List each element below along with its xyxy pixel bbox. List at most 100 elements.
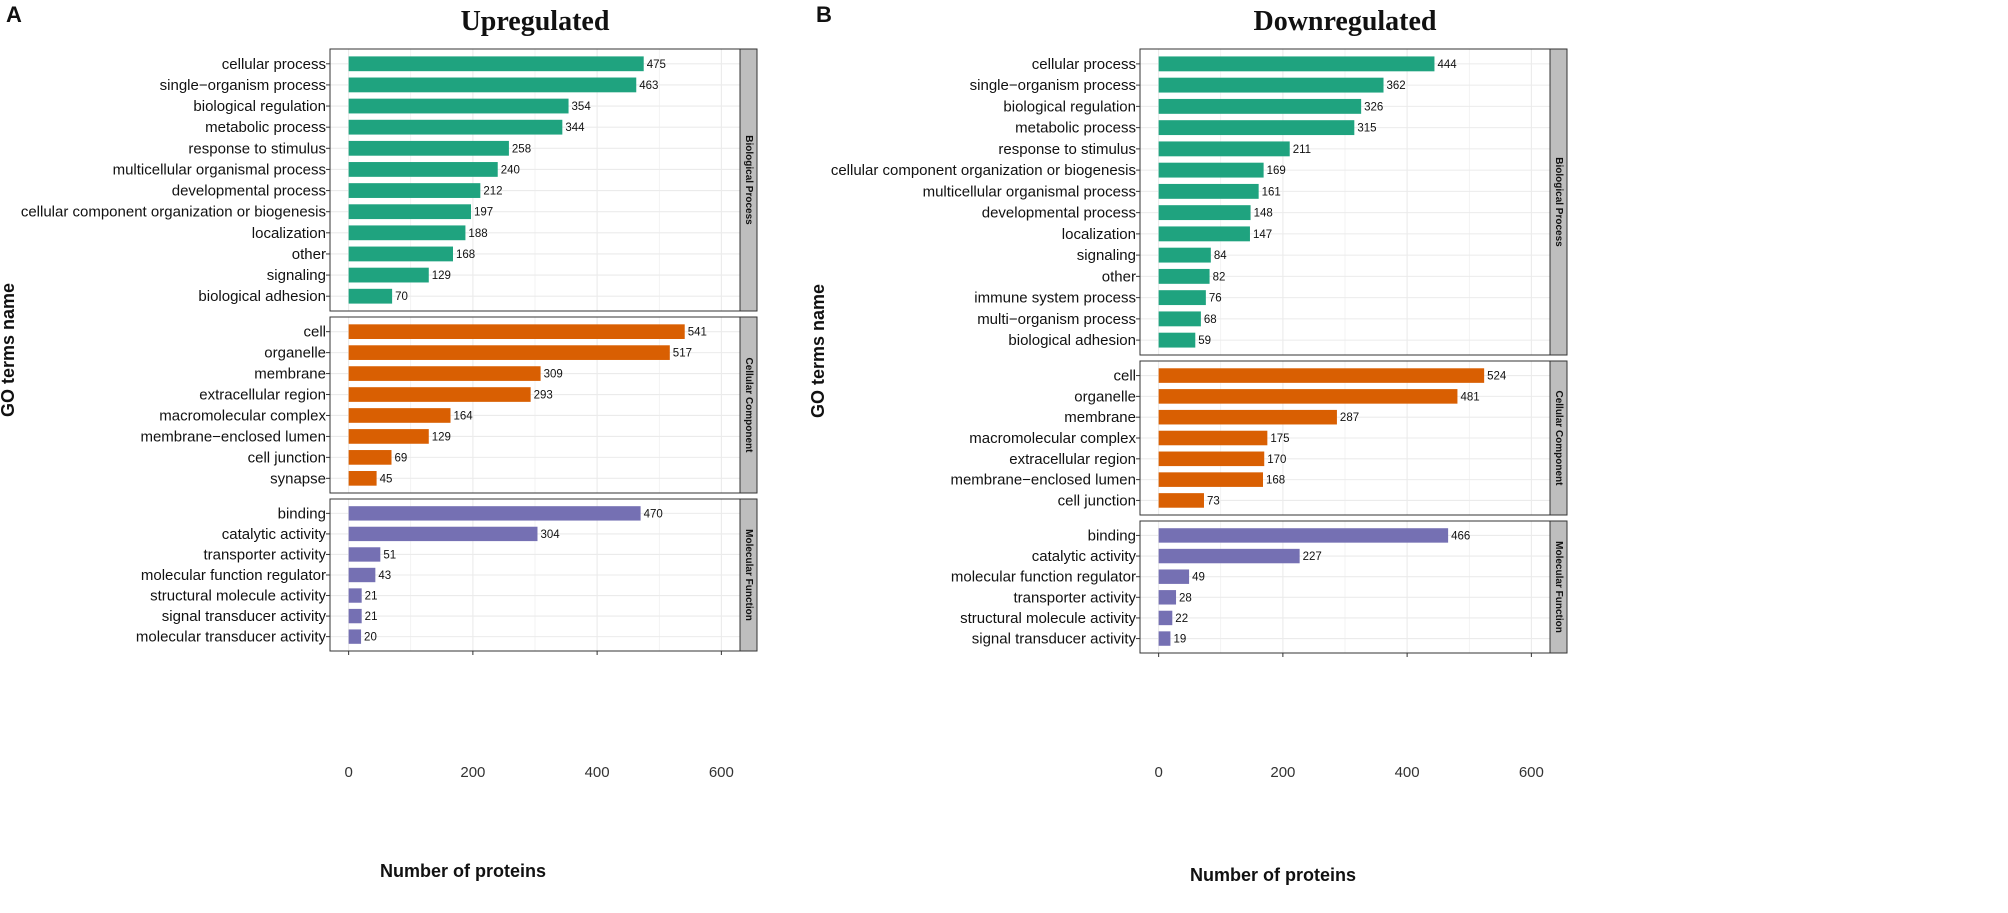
bar-value-label: 164: [454, 410, 474, 422]
category-label: membrane: [254, 366, 326, 383]
category-label: extracellular region: [1009, 451, 1136, 468]
bar-value-label: 168: [1266, 475, 1285, 487]
facet-strip-label: Biological Process: [743, 135, 754, 225]
bar: [348, 506, 641, 521]
category-label: organelle: [1074, 388, 1136, 405]
bar-value-label: 481: [1460, 391, 1479, 403]
bar: [348, 204, 472, 220]
bar: [1158, 120, 1355, 136]
category-label: signal transducer activity: [162, 608, 327, 625]
category-label: cellular process: [222, 56, 326, 73]
bar: [348, 588, 362, 603]
bar-value-label: 69: [395, 452, 408, 464]
bar-value-label: 21: [365, 611, 378, 623]
facet-cellular-component: 541 cell 517 organelle 309 membrane 293 extrace…: [140, 316, 758, 494]
facet-strip: [1549, 48, 1568, 356]
bar: [1158, 77, 1384, 93]
bar: [1158, 311, 1201, 327]
bar: [348, 267, 429, 283]
bar-value-label: 169: [1267, 165, 1286, 177]
bar: [1158, 205, 1251, 221]
category-label: structural molecule activity: [960, 610, 1136, 627]
bar: [348, 119, 563, 135]
bar: [348, 567, 376, 583]
bar-value-label: 43: [378, 570, 391, 582]
facet-molecular-function: 466 binding 227 catalytic activity 49 molecul…: [951, 520, 1568, 654]
bar: [1158, 430, 1268, 446]
bar-value-label: 188: [468, 228, 487, 240]
category-label: multicellular organismal process: [113, 161, 326, 178]
x-axis-title: Number of proteins: [1190, 865, 1356, 885]
bar-value-label: 287: [1340, 412, 1359, 424]
bar-value-label: 73: [1207, 495, 1220, 507]
bar: [348, 56, 644, 72]
category-label: catalytic activity: [1032, 548, 1137, 565]
category-label: biological adhesion: [1008, 332, 1136, 349]
bar-value-label: 444: [1437, 59, 1457, 71]
category-label: localization: [252, 225, 326, 242]
x-tick-label: 0: [344, 764, 352, 781]
category-label: developmental process: [172, 183, 326, 200]
bar: [348, 162, 498, 177]
category-label: molecular transducer activity: [136, 629, 327, 646]
bar-value-label: 466: [1451, 530, 1470, 542]
category-label: transporter activity: [1013, 589, 1136, 606]
bar-value-label: 211: [1293, 144, 1311, 156]
facet-strip: [1549, 360, 1568, 516]
bar-value-label: 19: [1173, 634, 1186, 646]
category-label: other: [292, 246, 326, 263]
bar-value-label: 524: [1487, 371, 1507, 383]
category-label: signaling: [1077, 247, 1136, 264]
category-label: catalytic activity: [222, 526, 327, 543]
bar: [1158, 183, 1259, 199]
bar-value-label: 315: [1357, 123, 1376, 135]
category-label: biological regulation: [193, 98, 326, 115]
category-label: immune system process: [974, 290, 1136, 307]
bar: [1158, 332, 1196, 348]
bar: [1158, 368, 1485, 383]
bar: [1158, 409, 1337, 425]
category-label: membrane−enclosed lumen: [950, 472, 1136, 489]
bar: [348, 288, 393, 304]
category-label: cellular component organization or bioge…: [831, 162, 1136, 179]
facet-strip-label: Molecular Function: [1553, 541, 1564, 633]
bar: [348, 98, 569, 114]
bar-value-label: 28: [1179, 592, 1192, 604]
bar: [1158, 631, 1171, 646]
bar: [1158, 98, 1362, 114]
category-label: biological adhesion: [198, 288, 326, 305]
category-label: molecular function regulator: [951, 569, 1136, 586]
category-label: single−organism process: [160, 77, 326, 94]
bar-value-label: 129: [432, 270, 451, 282]
bar-value-label: 84: [1214, 250, 1227, 262]
bar: [1158, 548, 1300, 564]
bar-value-label: 76: [1209, 293, 1222, 305]
facet-strip-label: Cellular Component: [1553, 390, 1564, 486]
bar: [348, 366, 541, 381]
bar-value-label: 20: [364, 632, 377, 644]
category-label: developmental process: [982, 205, 1136, 222]
bar-value-label: 258: [512, 143, 531, 155]
bar-value-label: 197: [474, 207, 493, 219]
facet-strip: [739, 48, 758, 312]
bar: [348, 408, 451, 423]
bar: [348, 526, 538, 542]
category-label: cell junction: [1058, 492, 1136, 509]
bar: [1158, 590, 1177, 605]
category-label: membrane−enclosed lumen: [140, 428, 326, 445]
bar: [1158, 290, 1206, 306]
bar: [1158, 528, 1449, 543]
bar: [1158, 451, 1265, 467]
bar: [1158, 141, 1290, 157]
bar-value-label: 227: [1303, 551, 1322, 563]
x-tick-label: 200: [460, 764, 485, 781]
x-tick-label: 600: [1519, 764, 1544, 781]
bar: [1158, 472, 1263, 487]
bar: [1158, 162, 1264, 178]
facet-strip: [739, 316, 758, 494]
x-tick-label: 200: [1270, 764, 1295, 781]
category-label: macromolecular complex: [969, 430, 1136, 447]
x-tick-label: 600: [709, 764, 734, 781]
bar-value-label: 147: [1253, 229, 1272, 241]
bar: [1158, 569, 1190, 584]
